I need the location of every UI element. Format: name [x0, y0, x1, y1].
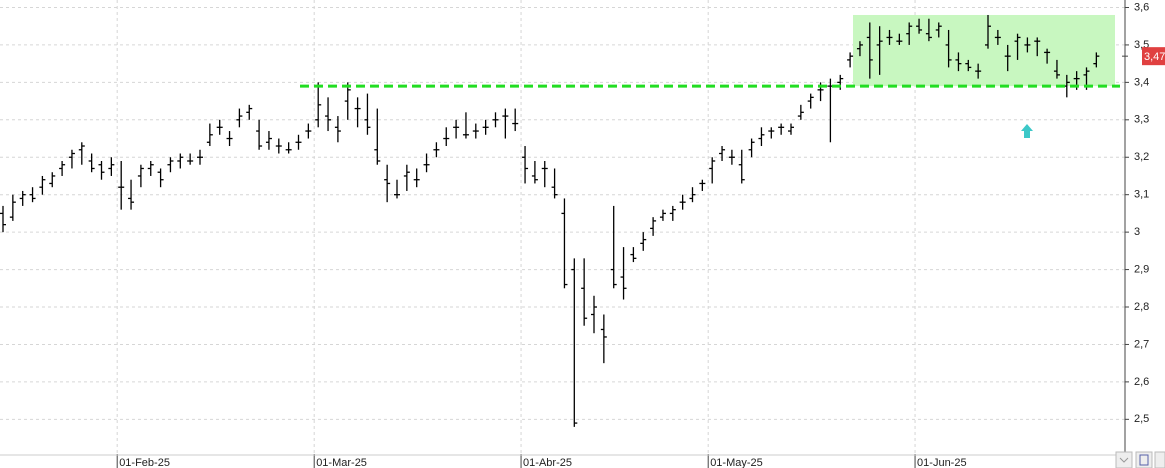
y-tick-label: 2,5 — [1134, 413, 1149, 425]
y-tick-label: 3 — [1134, 226, 1140, 238]
scroll-icon — [1119, 457, 1129, 463]
arrow-marker — [1021, 124, 1033, 138]
scrollbar — [1115, 451, 1165, 468]
marks-layer — [0, 14, 1120, 427]
last-price-label: 3,47 — [1144, 51, 1165, 63]
y-tick-label: 3,4 — [1134, 76, 1149, 88]
x-tick-label: 01-Feb-25 — [119, 457, 170, 468]
save-icon — [1139, 454, 1149, 466]
y-tick-label: 3,6 — [1134, 1, 1149, 13]
y-tick-label: 2,6 — [1134, 376, 1149, 388]
y-tick-label: 3,1 — [1134, 189, 1149, 201]
last-price-box — [1142, 47, 1165, 66]
highlight-zone — [853, 14, 1115, 87]
y-tick-label: 3,2 — [1134, 151, 1149, 163]
y-tick-label: 2,8 — [1134, 301, 1149, 313]
scroll-button[interactable] — [1154, 451, 1165, 468]
y-tick-label: 3,3 — [1134, 114, 1149, 126]
y-tick-label: 2,9 — [1134, 263, 1149, 275]
x-tick-label: 01-May-25 — [710, 457, 763, 468]
x-tick-label: 01-Mar-25 — [316, 457, 367, 468]
x-tick-label: 01-Jun-25 — [917, 457, 967, 468]
x-tick-label: 01-Abr-25 — [523, 457, 572, 468]
y-tick-label: 2,7 — [1134, 338, 1149, 350]
background-layer — [0, 0, 1125, 456]
save-button[interactable] — [1135, 451, 1153, 468]
scroll-button[interactable] — [1115, 451, 1133, 468]
